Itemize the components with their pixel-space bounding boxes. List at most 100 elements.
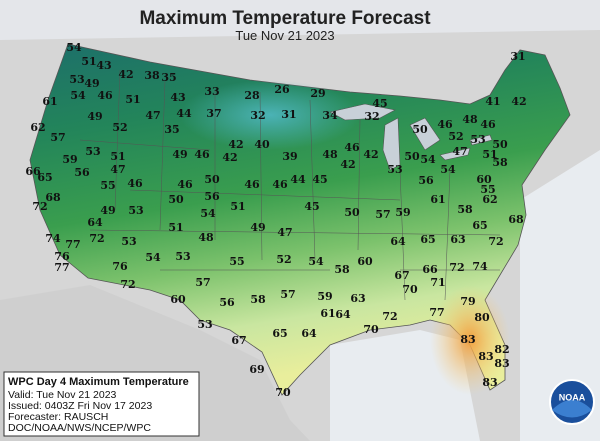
temperature-label: 51 — [110, 150, 125, 163]
temperature-label: 54 — [66, 41, 82, 54]
temperature-label: 32 — [250, 109, 265, 122]
temperature-label: 57 — [375, 208, 390, 221]
temperature-label: 46 — [480, 118, 496, 131]
temperature-label: 56 — [219, 296, 235, 309]
temperature-label: 72 — [120, 278, 135, 291]
temperature-label: 57 — [280, 288, 295, 301]
temperature-label: 80 — [474, 311, 490, 324]
temperature-label: 50 — [344, 206, 360, 219]
temperature-label: 32 — [364, 110, 379, 123]
temperature-label: 47 — [145, 109, 160, 122]
temperature-label: 26 — [274, 83, 290, 96]
temperature-label: 53 — [470, 133, 485, 146]
logo-text: NOAA — [559, 392, 586, 402]
title: Maximum Temperature Forecast — [139, 8, 431, 29]
temperature-label: 76 — [54, 250, 70, 263]
temperature-label: 51 — [168, 221, 183, 234]
temperature-label: 49 — [100, 204, 115, 217]
temperature-label: 54 — [145, 251, 161, 264]
temperature-label: 62 — [30, 121, 45, 134]
temperature-label: 48 — [198, 231, 214, 244]
temperature-label: 65 — [37, 171, 52, 184]
temperature-label: 37 — [206, 107, 221, 120]
temperature-label: 61 — [42, 95, 57, 108]
temperature-label: 50 — [412, 123, 428, 136]
temperature-label: 42 — [363, 148, 378, 161]
temperature-label: 56 — [418, 174, 434, 187]
temperature-label: 52 — [112, 121, 127, 134]
temperature-label: 42 — [228, 138, 243, 151]
temperature-label: 42 — [222, 151, 237, 164]
temperature-label: 65 — [272, 327, 287, 340]
info-line: Valid: Tue Nov 21 2023 — [8, 389, 117, 401]
temperature-label: 82 — [494, 343, 509, 356]
temperature-label: 54 — [308, 255, 324, 268]
temperature-label: 53 — [85, 145, 100, 158]
info-box — [3, 371, 200, 437]
temperature-label: 48 — [462, 113, 478, 126]
temperature-label: 50 — [492, 138, 508, 151]
temperature-label: 43 — [170, 91, 185, 104]
temperature-label: 31 — [510, 50, 525, 63]
temperature-label: 71 — [430, 276, 445, 289]
temperature-label: 41 — [485, 95, 500, 108]
temperature-label: 51 — [125, 93, 140, 106]
temperature-label: 28 — [244, 89, 260, 102]
temperature-label: 46 — [194, 148, 210, 161]
temperature-label: 83 — [460, 333, 475, 346]
temperature-label: 48 — [322, 148, 338, 161]
temperature-label: 44 — [290, 173, 306, 186]
temperature-label: 74 — [45, 232, 61, 245]
temperature-label: 63 — [450, 233, 465, 246]
temperature-label: 54 — [200, 207, 216, 220]
temperature-label: 49 — [172, 148, 187, 161]
cold-area — [180, 80, 360, 150]
temperature-label: 47 — [277, 226, 292, 239]
temperature-label: 52 — [276, 253, 291, 266]
temperature-label: 51 — [81, 55, 96, 68]
temperature-label: 55 — [480, 183, 495, 196]
temperature-label: 50 — [204, 173, 220, 186]
temperature-label: 53 — [128, 204, 143, 217]
temperature-label: 72 — [89, 232, 104, 245]
temperature-label: 77 — [54, 261, 69, 274]
temperature-label: 53 — [69, 73, 84, 86]
temperature-label: 72 — [488, 235, 503, 248]
temperature-label: 59 — [395, 206, 410, 219]
temperature-label: 55 — [100, 179, 115, 192]
temperature-label: 58 — [250, 293, 266, 306]
temperature-label: 52 — [448, 130, 463, 143]
temperature-label: 35 — [164, 123, 179, 136]
temperature-label: 45 — [372, 97, 387, 110]
temperature-label: 70 — [275, 386, 291, 399]
temperature-label: 70 — [363, 323, 379, 336]
temperature-label: 50 — [168, 193, 184, 206]
temperature-label: 72 — [32, 200, 47, 213]
temperature-label: 83 — [482, 376, 497, 389]
temperature-label: 72 — [449, 261, 464, 274]
temperature-label: 51 — [230, 200, 245, 213]
temperature-label: 59 — [62, 153, 77, 166]
temperature-label: 66 — [422, 263, 438, 276]
temperature-label: 53 — [387, 163, 402, 176]
temperature-label: 44 — [176, 107, 192, 120]
temperature-label: 33 — [204, 85, 219, 98]
temperature-label: 60 — [170, 293, 186, 306]
temperature-label: 53 — [197, 318, 212, 331]
temperature-label: 67 — [231, 334, 246, 347]
info-line: DOC/NOAA/NWS/NCEP/WPC — [8, 422, 151, 434]
temperature-label: 83 — [478, 350, 493, 363]
temperature-label: 54 — [420, 153, 436, 166]
temperature-label: 69 — [249, 363, 264, 376]
temperature-label: 46 — [244, 178, 260, 191]
temperature-label: 31 — [281, 108, 296, 121]
temperature-label: 49 — [87, 110, 102, 123]
temperature-label: 46 — [437, 118, 453, 131]
temperature-label: 54 — [440, 163, 456, 176]
temperature-label: 77 — [65, 238, 80, 251]
temperature-label: 64 — [301, 327, 317, 340]
temperature-label: 46 — [344, 141, 360, 154]
temperature-label: 46 — [177, 178, 193, 191]
great-lakes — [329, 103, 493, 171]
